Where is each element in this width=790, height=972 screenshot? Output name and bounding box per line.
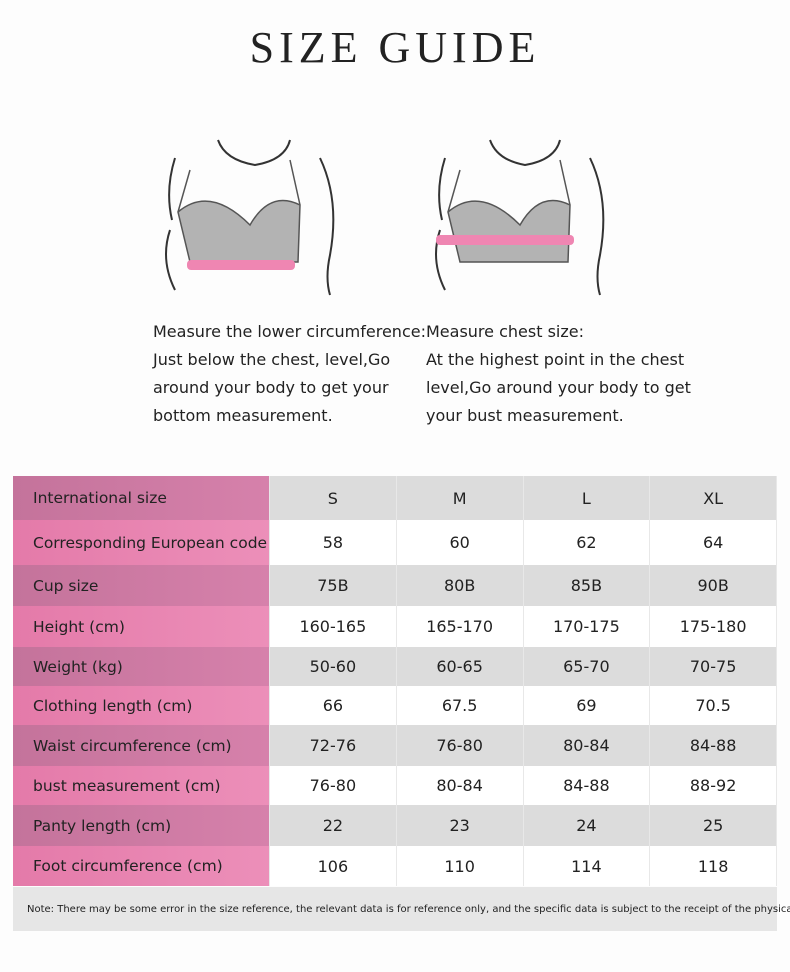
cell: 76-80 bbox=[396, 725, 524, 766]
cell: 60 bbox=[396, 520, 524, 565]
row-label: Panty length (cm) bbox=[13, 805, 270, 846]
cell: 67.5 bbox=[396, 686, 524, 725]
cell: 58 bbox=[270, 520, 397, 565]
cell: 170-175 bbox=[523, 606, 651, 647]
table-row: Height (cm) 160-165 165-170 170-175 175-180 bbox=[13, 606, 777, 647]
table-row: Cup size 75B 80B 85B 90B bbox=[13, 565, 777, 606]
cell: 66 bbox=[270, 686, 397, 725]
cell: 70.5 bbox=[650, 686, 777, 725]
row-label: International size bbox=[13, 476, 270, 520]
instruction-line: Measure chest size: bbox=[426, 322, 584, 341]
cell: 72-76 bbox=[270, 725, 397, 766]
cell: 80-84 bbox=[523, 725, 651, 766]
cell: 85B bbox=[523, 565, 651, 606]
cell: 160-165 bbox=[270, 606, 397, 647]
row-label: Height (cm) bbox=[13, 606, 270, 647]
title: SIZE GUIDE bbox=[249, 23, 541, 72]
cell: 22 bbox=[270, 805, 397, 846]
instruction-line: Just below the chest, level,Go bbox=[153, 350, 391, 369]
cell: XL bbox=[650, 476, 777, 520]
cell: 75B bbox=[270, 565, 397, 606]
note: Note: There may be some error in the siz… bbox=[13, 887, 790, 931]
cell: 175-180 bbox=[650, 606, 777, 647]
row-label: bust measurement (cm) bbox=[13, 766, 270, 805]
row-label: Corresponding European code bbox=[13, 520, 270, 565]
cell: 60-65 bbox=[396, 647, 524, 686]
cell: 118 bbox=[650, 846, 777, 886]
table-row: Waist circumference (cm) 72-76 76-80 80-84 8… bbox=[13, 725, 777, 766]
table-row: Clothing length (cm) 66 67.5 69 70.5 bbox=[13, 686, 777, 725]
cell: 90B bbox=[650, 565, 777, 606]
cell: 114 bbox=[523, 846, 651, 886]
cell: 84-88 bbox=[523, 766, 651, 805]
cell: 88-92 bbox=[650, 766, 777, 805]
cell: 106 bbox=[270, 846, 397, 886]
cell: L bbox=[523, 476, 651, 520]
row-label: Weight (kg) bbox=[13, 647, 270, 686]
illustrations bbox=[165, 139, 605, 296]
instruction-1: Measure the lower circumference: Just bel… bbox=[153, 318, 426, 430]
cell: 110 bbox=[396, 846, 524, 886]
instruction-line: your bust measurement. bbox=[426, 406, 624, 425]
instruction-line: Measure the lower circumference: bbox=[153, 322, 426, 341]
header-row: International size S M L XL bbox=[13, 476, 777, 520]
size-table: International size S M L XL Corresponding Eur… bbox=[13, 476, 777, 886]
cell: 165-170 bbox=[396, 606, 524, 647]
cell: 65-70 bbox=[523, 647, 651, 686]
instruction-line: level,Go around your body to get bbox=[426, 378, 691, 397]
row-label: Clothing length (cm) bbox=[13, 686, 270, 725]
instruction-2: Measure chest size: At the highest point … bbox=[426, 318, 691, 430]
table-row: Weight (kg) 50-60 60-65 65-70 70-75 bbox=[13, 647, 777, 686]
table-row: Foot circumference (cm) 106 110 114 118 bbox=[13, 846, 777, 886]
cell: 80-84 bbox=[396, 766, 524, 805]
cell: 64 bbox=[650, 520, 777, 565]
cell: 76-80 bbox=[270, 766, 397, 805]
table-row: bust measurement (cm) 76-80 80-84 84-88 88-9… bbox=[13, 766, 777, 805]
cell: 23 bbox=[396, 805, 524, 846]
cell: 80B bbox=[396, 565, 524, 606]
instruction-line: At the highest point in the chest bbox=[426, 350, 685, 369]
instruction-line: bottom measurement. bbox=[153, 406, 333, 425]
cell: M bbox=[396, 476, 524, 520]
cell: S bbox=[270, 476, 397, 520]
row-label: Cup size bbox=[13, 565, 270, 606]
row-label: Waist circumference (cm) bbox=[13, 725, 270, 766]
cell: 50-60 bbox=[270, 647, 397, 686]
cell: 84-88 bbox=[650, 725, 777, 766]
cell: 69 bbox=[523, 686, 651, 725]
table-row: Corresponding European code 58 60 62 64 bbox=[13, 520, 777, 565]
instruction-line: around your body to get your bbox=[153, 378, 389, 397]
row-label: Foot circumference (cm) bbox=[13, 846, 270, 886]
cell: 25 bbox=[650, 805, 777, 846]
cell: 70-75 bbox=[650, 647, 777, 686]
cell: 62 bbox=[523, 520, 651, 565]
table-row: Panty length (cm) 22 23 24 25 bbox=[13, 805, 777, 846]
cell: 24 bbox=[523, 805, 651, 846]
